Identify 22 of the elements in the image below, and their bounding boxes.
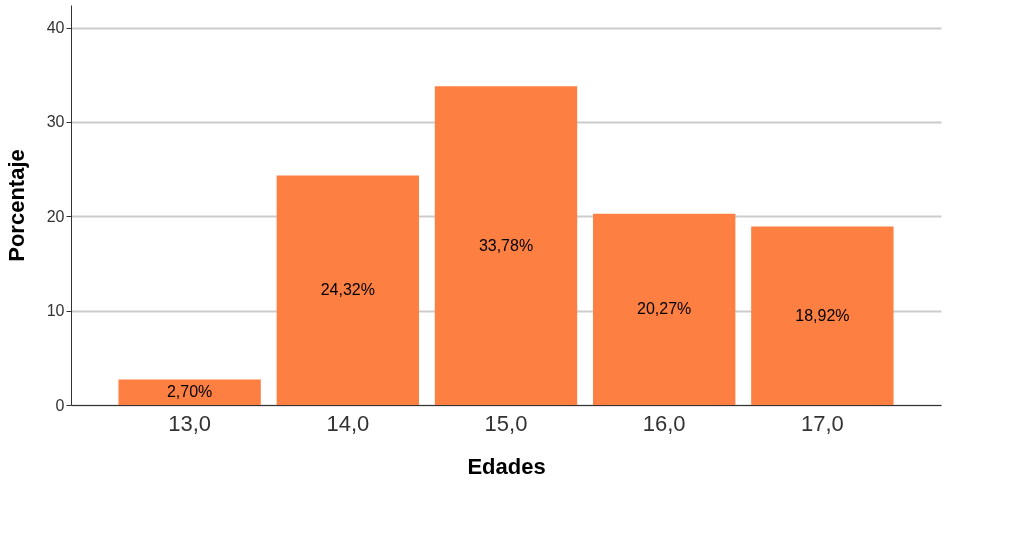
data-label: 18,92%: [795, 306, 850, 324]
bar: [593, 213, 736, 405]
x-tick-label: 15,0: [484, 410, 528, 436]
x-tick-label: 17,0: [800, 410, 844, 436]
x-tick-label: 13,0: [168, 410, 212, 436]
bar: [118, 379, 261, 405]
y-tick-label: 20: [46, 207, 65, 225]
bar: [276, 175, 419, 405]
data-label: 33,78%: [478, 236, 534, 254]
bar: [751, 226, 894, 405]
data-label: 24,32%: [320, 281, 375, 299]
y-tick-label: 0: [55, 396, 65, 414]
y-tick-label: 40: [46, 19, 65, 37]
x-axis-title: Edades: [467, 453, 546, 479]
bar: [434, 86, 578, 405]
y-tick-label: 30: [46, 113, 65, 131]
data-label: 20,27%: [637, 300, 692, 318]
x-tick-label: 14,0: [326, 410, 370, 436]
y-axis-title: Porcentaje: [3, 149, 29, 262]
y-tick-label: 10: [46, 302, 65, 320]
x-tick-label: 16,0: [642, 410, 686, 436]
data-label: 2,70%: [166, 383, 213, 401]
